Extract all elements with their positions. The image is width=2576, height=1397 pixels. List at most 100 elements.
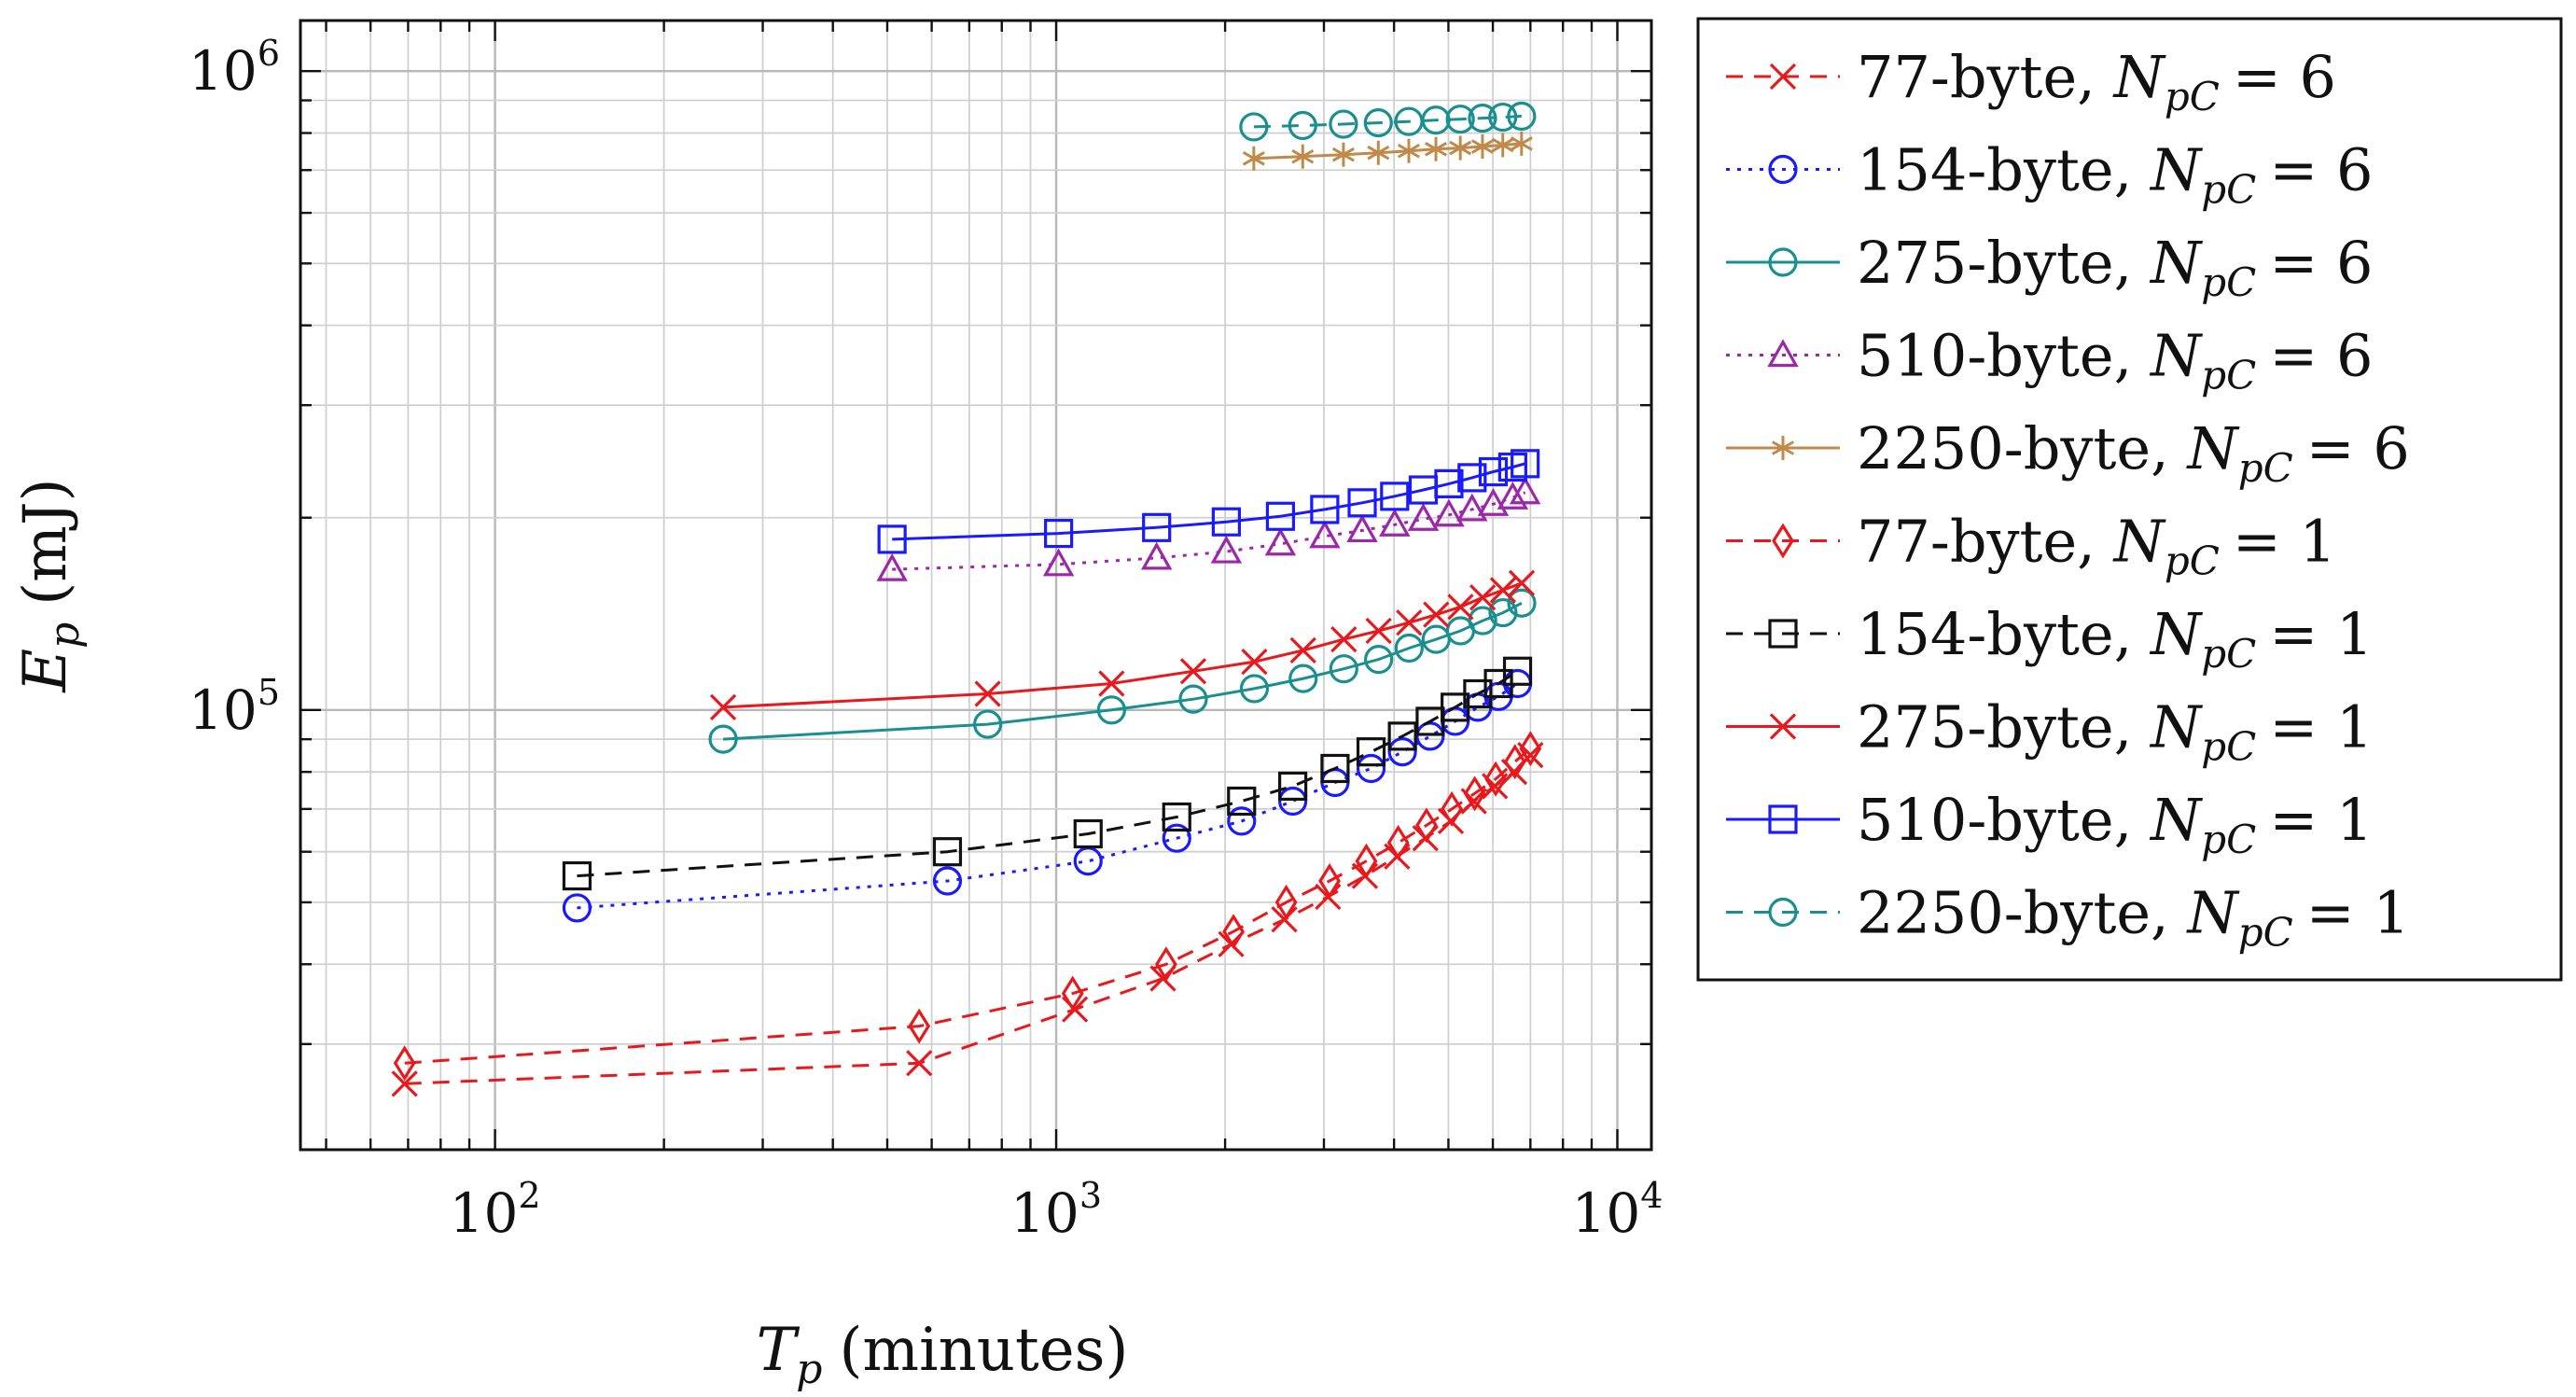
data-point (1179, 658, 1207, 685)
data-point (1222, 914, 1245, 950)
legend-label: 275-byte, NpC = 1 (1857, 693, 2373, 770)
legend-label: 154-byte, NpC = 6 (1857, 136, 2373, 213)
marker-stroke (1425, 141, 1437, 151)
series-4 (876, 476, 1541, 581)
data-point (1265, 501, 1296, 531)
data-point (1363, 108, 1393, 138)
data-point (1309, 520, 1341, 549)
data-point (908, 1008, 931, 1044)
data-point (1329, 654, 1358, 684)
legend-item: 275-byte, NpC = 1 (1726, 693, 2373, 770)
data-point (1367, 140, 1390, 165)
data-point (1355, 843, 1378, 879)
legend: 77-byte, NpC = 6 154-byte, NpC = 6 275-byte,… (1726, 43, 2410, 956)
marker-stroke (1331, 147, 1344, 157)
grid (300, 21, 1651, 1150)
marker-stroke (1782, 446, 1795, 455)
data-point (1310, 495, 1340, 524)
data-point (1407, 502, 1440, 531)
data-point (1329, 109, 1358, 139)
marker-stroke (1397, 143, 1410, 153)
data-point (1508, 569, 1536, 596)
data-point (1394, 633, 1424, 664)
marker-stroke (1289, 636, 1316, 664)
data-point (1468, 104, 1497, 133)
legend-marker (1767, 339, 1799, 368)
data-point (1469, 584, 1497, 611)
legend-box (1696, 17, 2563, 982)
y-axis-title: Ep(mJ) (11, 478, 89, 692)
data-point (1434, 468, 1464, 498)
legend-label: 77-byte, NpC = 6 (1857, 43, 2336, 119)
series-7 (562, 656, 1533, 891)
legend-label: 510-byte, NpC = 1 (1857, 786, 2373, 862)
data-point (1380, 482, 1410, 511)
data-point (393, 1045, 416, 1082)
marker-stroke (1367, 151, 1380, 161)
marker-stroke (1521, 142, 1533, 151)
data-point (932, 866, 963, 896)
data-point (1289, 636, 1316, 664)
data-point (932, 837, 963, 867)
data-point (1242, 146, 1265, 171)
data-point (1447, 594, 1474, 621)
marker-stroke (391, 1070, 418, 1097)
marker-stroke (1510, 136, 1523, 146)
marker-stroke (1459, 147, 1472, 156)
data-point (876, 552, 908, 581)
series-line (577, 670, 1519, 878)
data-point (1433, 498, 1465, 527)
marker-stroke (1501, 137, 1514, 147)
legend-item: 77-byte, NpC = 1 (1726, 508, 2336, 584)
data-point (1397, 138, 1420, 163)
series-9 (877, 449, 1540, 554)
data-point (906, 1050, 933, 1077)
marker-stroke (1408, 143, 1420, 153)
marker-stroke (1771, 440, 1784, 450)
data-point (1154, 946, 1177, 983)
data-point (1463, 775, 1486, 812)
marker-stroke (1491, 137, 1504, 147)
marker-stroke (1302, 155, 1315, 164)
marker-stroke (1291, 155, 1304, 164)
legend-item: 275-byte, NpC = 6 (1726, 229, 2373, 305)
data-point (1510, 131, 1533, 156)
series-5 (1242, 131, 1533, 171)
marker-stroke (1377, 145, 1390, 155)
marker-stroke (1769, 63, 1797, 91)
data-point (1425, 136, 1448, 161)
data-point (1073, 818, 1103, 849)
legend-marker (1768, 619, 1798, 649)
marker-stroke (1449, 147, 1461, 156)
y-tick-label: 106 (188, 33, 280, 103)
marker-stroke (1508, 569, 1536, 596)
series-line (577, 682, 1519, 910)
data-point (1456, 493, 1488, 522)
marker-stroke (1782, 440, 1795, 450)
marker-stroke (1315, 883, 1342, 911)
marker-stroke (1482, 145, 1494, 154)
data-point (1142, 512, 1172, 542)
legend-marker (1771, 436, 1795, 460)
series-line (404, 747, 1532, 1065)
data-point (562, 860, 592, 891)
marker-stroke (1179, 658, 1207, 685)
marker-stroke (1470, 139, 1483, 148)
data-point (1061, 975, 1084, 1012)
legend-marker (1768, 247, 1798, 277)
marker-stroke (1330, 625, 1358, 653)
marker-stroke (1302, 148, 1315, 159)
series-line (723, 581, 1523, 709)
data-point (1347, 488, 1377, 518)
data-point (1274, 884, 1298, 920)
legend-item: 154-byte, NpC = 1 (1726, 600, 2373, 677)
axis-ticks: 102 103 104 105 106 (188, 21, 1663, 1245)
data-point (1445, 105, 1475, 134)
series-group (391, 101, 1544, 1097)
marker-stroke (1397, 149, 1410, 159)
marker-stroke (1253, 150, 1265, 161)
data-point (1488, 597, 1518, 628)
data-point (1318, 863, 1341, 900)
legend-label: 2250-byte, NpC = 6 (1857, 414, 2410, 491)
series-3 (708, 588, 1537, 754)
